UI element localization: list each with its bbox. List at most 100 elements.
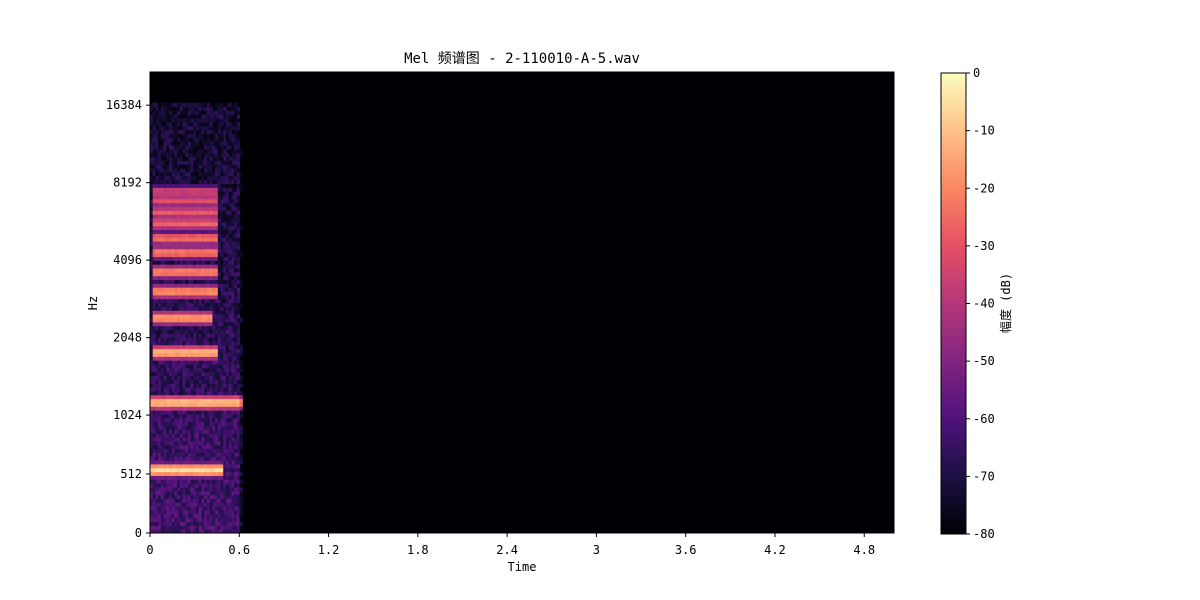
heatmap-cell: [171, 183, 176, 188]
heatmap-cell: [163, 125, 167, 131]
heatmap-cell: [234, 452, 238, 457]
heatmap-cell: [220, 337, 224, 342]
heatmap-cell: [225, 210, 230, 215]
heatmap-cell: [198, 156, 203, 161]
heatmap-cell: [163, 229, 167, 234]
heatmap-cell: [171, 340, 176, 346]
heatmap-cell: [171, 125, 176, 131]
heatmap-cell: [209, 417, 214, 423]
heatmap-cell: [209, 164, 214, 169]
heatmap-cell: [174, 410, 178, 415]
heatmap-cell: [179, 529, 184, 533]
heatmap-cell: [220, 214, 224, 219]
heatmap-cell: [198, 283, 203, 288]
heatmap-cell: [223, 502, 227, 507]
heatmap-cell: [212, 390, 216, 396]
heatmap-cell: [163, 413, 167, 419]
heatmap-cell: [166, 118, 170, 123]
heatmap-cell: [228, 502, 232, 507]
heatmap-cell: [201, 425, 205, 430]
heatmap-cell: [220, 121, 224, 127]
heatmap-cell: [185, 367, 189, 373]
heatmap-cell: [198, 436, 203, 442]
x-tick-label: 2.4: [496, 543, 518, 557]
heatmap-cell: [215, 302, 219, 307]
heatmap-cell: [225, 121, 230, 127]
heatmap-cell: [228, 241, 232, 246]
heatmap-cell: [171, 110, 176, 115]
heatmap-cell: [182, 102, 186, 108]
heatmap-cell: [212, 429, 216, 434]
heatmap-cell: [201, 229, 205, 234]
heatmap-cell: [201, 144, 205, 150]
heatmap-cell: [168, 164, 173, 169]
heatmap-cell: [174, 148, 178, 154]
heatmap-cell: [223, 148, 227, 154]
heatmap-cell: [234, 498, 238, 503]
heatmap-cell: [206, 360, 211, 365]
heatmap-cell: [201, 194, 205, 200]
heatmap-cell: [168, 513, 173, 519]
heatmap-cell: [152, 452, 157, 457]
heatmap-cell: [190, 175, 195, 181]
heatmap-cell: [220, 264, 224, 269]
heatmap-cell: [206, 425, 211, 430]
heatmap-cell: [177, 517, 181, 523]
heatmap-cell: [152, 425, 157, 430]
heatmap-cell: [196, 410, 200, 415]
heatmap-cell: [223, 287, 227, 292]
heatmap-cell: [228, 225, 232, 231]
heatmap-cell: [212, 114, 216, 119]
heatmap-cell: [220, 460, 224, 465]
heatmap-cell: [177, 529, 181, 533]
heatmap-cell: [177, 425, 181, 430]
heatmap-cell: [158, 456, 162, 461]
heatmap-cell: [239, 214, 243, 219]
heatmap-cell: [212, 509, 216, 515]
heatmap-cell: [150, 183, 154, 188]
heatmap-cell: [225, 237, 230, 242]
x-axis: 0 0.6 1.2 1.8 2.4 3 3.6 4.2 4.8: [146, 533, 875, 557]
heatmap-cell: [231, 371, 235, 377]
heatmap-cell: [220, 529, 224, 533]
heatmap-cell: [196, 387, 200, 392]
heatmap-cell: [231, 314, 235, 319]
heatmap-cell: [190, 221, 195, 227]
heatmap-cell: [187, 187, 192, 192]
heatmap-cell: [182, 279, 186, 284]
heatmap-cell: [160, 448, 165, 453]
heatmap-cell: [187, 363, 192, 369]
heatmap-cell: [193, 233, 197, 238]
heatmap-cell: [217, 298, 222, 304]
heatmap-cell: [182, 267, 186, 273]
heatmap-cell: [177, 506, 181, 511]
heatmap-cell: [185, 294, 189, 300]
heatmap-cell: [150, 314, 154, 319]
colorbar-axis: 0-10-20-30-40-50-60-70-80: [966, 66, 995, 541]
heatmap-cell: [201, 114, 205, 119]
heatmap-cell: [228, 436, 232, 442]
heatmap-cell: [193, 279, 197, 284]
heatmap-cell: [179, 340, 184, 346]
heatmap-cell: [182, 340, 186, 346]
heatmap-cell: [155, 260, 159, 265]
heatmap-cell: [182, 141, 186, 146]
heatmap-cell: [231, 463, 235, 469]
heatmap-cell: [204, 233, 208, 238]
heatmap-cell: [239, 306, 243, 311]
heatmap-cell: [150, 206, 154, 211]
heatmap-cell: [206, 344, 211, 350]
heatmap-cell: [152, 225, 157, 231]
heatmap-cell: [171, 337, 176, 342]
heatmap-cell: [234, 421, 238, 427]
heatmap-cell: [158, 360, 162, 365]
heatmap-cell: [158, 521, 162, 526]
heatmap-cell: [223, 171, 227, 177]
heatmap-cell: [215, 460, 219, 465]
heatmap-cell: [174, 260, 178, 265]
heatmap-cell: [174, 525, 178, 530]
heatmap-cell: [150, 444, 154, 450]
heatmap-cell: [168, 168, 173, 173]
heatmap-cell: [220, 237, 224, 242]
heatmap-cell: [215, 133, 219, 138]
